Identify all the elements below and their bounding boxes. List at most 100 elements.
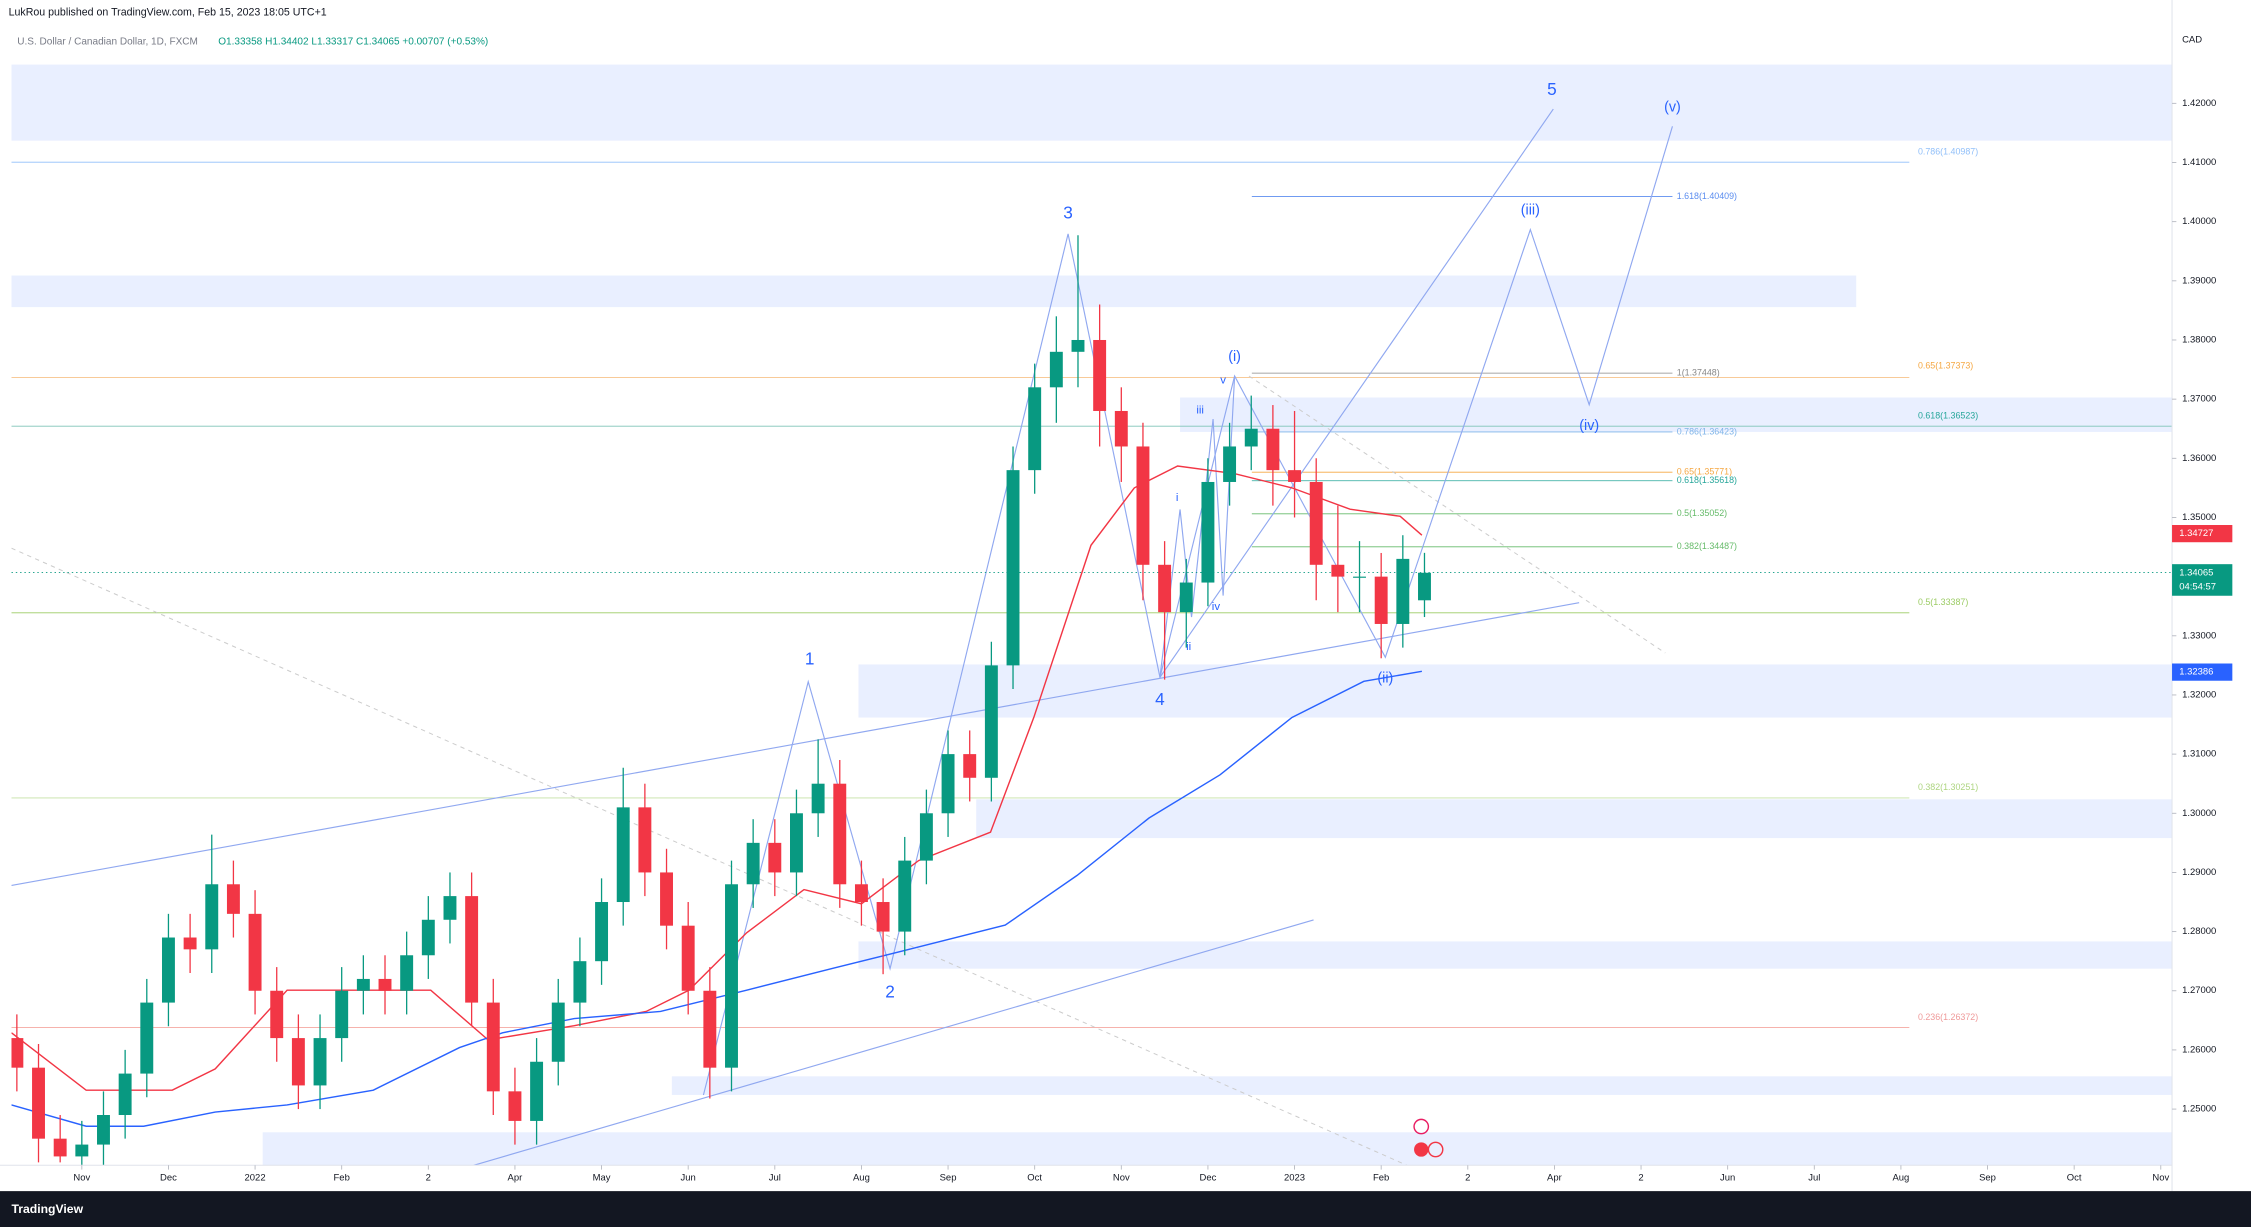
wave-label: i [1176,492,1179,504]
candle-body [660,872,673,926]
x-tick-label: Sep [940,1173,957,1184]
wave-path [702,108,1554,1096]
candle-body [443,896,457,920]
wave-label: v [1220,374,1226,386]
wave-label: iv [1212,601,1221,613]
event-icon[interactable] [1413,1118,1430,1135]
y-tick-label: 1.27000 [2182,985,2216,996]
y-tick-label: 1.30000 [2182,808,2216,819]
candle-body [941,754,955,814]
candle-body [1374,576,1388,624]
x-tick-label: Dec [160,1173,177,1184]
ohlc-low: L1.33317 [311,36,353,47]
candle-body [1309,481,1323,565]
wave-label: 1 [805,649,815,669]
fib-label: 0.236(1.26372) [1918,1012,1978,1022]
zone [11,275,1857,308]
y-tick-label: 1.28000 [2182,926,2216,937]
candle-body [725,884,738,1068]
y-tick-label: 1.31000 [2182,749,2216,760]
candle-body [205,884,219,950]
candle-body [400,955,414,991]
y-tick-label: 1.36000 [2182,453,2216,464]
fib-label: 0.5(1.33387) [1918,597,1968,607]
x-tick-label: 2 [1465,1173,1470,1184]
ohlc: O1.33358 H1.34402 L1.33317 C1.34065 +0.0… [218,36,488,47]
x-tick-label: Nov [1113,1173,1130,1184]
candle-body [1179,582,1193,613]
candle-body [790,813,803,873]
x-tick-label: Oct [1027,1173,1042,1184]
candle-body [465,896,479,1003]
x-tick-label: 2022 [245,1173,266,1184]
candle-body [1028,387,1042,471]
candle-body [1244,428,1258,447]
candle-body [963,754,977,778]
candle-body [1136,446,1150,565]
candle-body [1071,339,1085,352]
fib-label: 1.618(1.40409) [1677,191,1737,201]
candle-body [1266,428,1280,471]
candle-body [811,783,825,814]
price-tag [2172,663,2233,681]
fib-label: 0.65(1.37373) [1918,360,1973,370]
candle-body [768,842,782,873]
price-tag-label: 1.34727 [2179,528,2213,539]
x-tick-label: 2 [1638,1173,1643,1184]
zone [858,664,2173,718]
x-tick-label: Jul [769,1173,781,1184]
wave-label: 4 [1155,689,1165,709]
x-tick-label: 2023 [1284,1173,1305,1184]
event-icon[interactable] [1414,1142,1429,1157]
x-tick-label: 2 [426,1173,431,1184]
fib-label: 0.618(1.35618) [1677,475,1737,485]
y-tick-label: 1.37000 [2182,394,2216,405]
y-tick-label: 1.39000 [2182,275,2216,286]
wave-label: 5 [1547,79,1557,99]
x-tick-label: May [593,1173,611,1184]
candle-body [530,1061,544,1121]
candle-body [616,807,630,903]
wave-label: (iii) [1521,203,1540,219]
candle-body [1049,351,1063,388]
x-tick-label: Apr [1547,1173,1562,1184]
candle-body [1006,470,1020,666]
candle-body [1418,572,1431,601]
wave-label: iii [1196,404,1204,416]
symbol: U.S. Dollar / Canadian Dollar, 1D, FXCM [17,36,198,47]
wave-label: ii [1186,641,1191,653]
x-tick-label: Nov [73,1173,90,1184]
candle-body [97,1115,110,1145]
candle-body [1353,576,1366,578]
y-tick-label: 1.38000 [2182,334,2216,345]
candle-body [486,1002,500,1092]
candle-body [854,884,868,903]
currency: CAD [2182,35,2202,46]
candle-body [53,1138,67,1157]
fib-label: 0.786(1.40987) [1918,146,1978,156]
y-tick-label: 1.41000 [2182,157,2216,168]
dashed-trendline [1248,375,1666,654]
x-tick-label: Oct [2067,1173,2082,1184]
wave-label: (iv) [1579,418,1599,434]
candle-body [226,884,240,914]
ohlc-high: H1.34402 [265,36,309,47]
candle-body [508,1091,522,1121]
candle-body [248,913,262,991]
y-tick-label: 1.35000 [2182,512,2216,523]
candle-body [919,813,933,861]
zone [976,799,2173,839]
candle-body [1288,470,1302,482]
candle-body [595,902,609,962]
candle-body [703,990,717,1068]
candle-body [11,1038,24,1068]
y-tick-label: 1.29000 [2182,867,2216,878]
published-line: LukRou published on TradingView.com, Feb… [9,7,327,19]
event-icon[interactable] [1427,1141,1444,1158]
x-tick-label: Dec [1200,1173,1217,1184]
candle-body [573,961,587,1003]
candle-body [898,860,912,932]
candle-body [32,1067,45,1139]
candle-body [378,978,392,991]
